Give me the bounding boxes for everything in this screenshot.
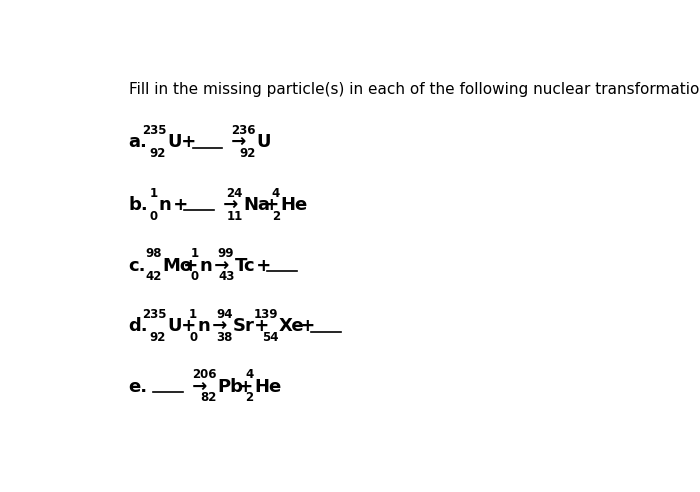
Text: n: n bbox=[198, 317, 211, 335]
Text: 0: 0 bbox=[191, 270, 199, 283]
Text: 92: 92 bbox=[239, 147, 255, 160]
Text: +: + bbox=[177, 256, 205, 275]
Text: 38: 38 bbox=[216, 331, 232, 344]
Text: 4: 4 bbox=[245, 369, 253, 381]
Text: n: n bbox=[158, 196, 172, 214]
Text: Fill in the missing particle(s) in each of the following nuclear transformations: Fill in the missing particle(s) in each … bbox=[129, 82, 700, 97]
Text: →: → bbox=[206, 317, 234, 335]
Text: U: U bbox=[167, 133, 181, 152]
Text: 92: 92 bbox=[150, 147, 166, 160]
Text: 98: 98 bbox=[146, 247, 162, 260]
Text: →: → bbox=[209, 256, 236, 275]
Text: 1: 1 bbox=[150, 186, 158, 199]
Text: 0: 0 bbox=[150, 210, 158, 222]
Text: Na: Na bbox=[244, 196, 271, 214]
Text: +: + bbox=[167, 196, 195, 214]
Text: Mo: Mo bbox=[162, 256, 192, 275]
Text: →: → bbox=[217, 196, 244, 214]
Text: Pb: Pb bbox=[217, 378, 243, 396]
Text: 1: 1 bbox=[191, 247, 199, 260]
Text: 235: 235 bbox=[141, 124, 166, 137]
Text: b.: b. bbox=[129, 196, 148, 214]
Text: 139: 139 bbox=[253, 308, 278, 321]
Text: d.: d. bbox=[129, 317, 148, 335]
Text: →: → bbox=[225, 133, 253, 152]
Text: U: U bbox=[167, 317, 181, 335]
Text: 24: 24 bbox=[227, 186, 243, 199]
Text: n: n bbox=[200, 256, 213, 275]
Text: +: + bbox=[294, 317, 321, 335]
Text: 99: 99 bbox=[218, 247, 234, 260]
Text: 235: 235 bbox=[141, 308, 166, 321]
Text: Tc: Tc bbox=[235, 256, 256, 275]
Text: +: + bbox=[250, 256, 277, 275]
Text: →: → bbox=[186, 378, 214, 396]
Text: +: + bbox=[232, 378, 259, 396]
Text: +: + bbox=[176, 133, 203, 152]
Text: U: U bbox=[256, 133, 271, 152]
Text: He: He bbox=[281, 196, 308, 214]
Text: 1: 1 bbox=[189, 308, 197, 321]
Text: 0: 0 bbox=[189, 331, 197, 344]
Text: c.: c. bbox=[129, 256, 146, 275]
Text: Xe: Xe bbox=[279, 317, 304, 335]
Text: 82: 82 bbox=[199, 391, 216, 404]
Text: 2: 2 bbox=[272, 210, 280, 222]
Text: 92: 92 bbox=[150, 331, 166, 344]
Text: 42: 42 bbox=[146, 270, 162, 283]
Text: Sr: Sr bbox=[233, 317, 255, 335]
Text: 54: 54 bbox=[262, 331, 278, 344]
Text: He: He bbox=[254, 378, 281, 396]
Text: 43: 43 bbox=[218, 270, 234, 283]
Text: 94: 94 bbox=[216, 308, 232, 321]
Text: 11: 11 bbox=[227, 210, 243, 222]
Text: 2: 2 bbox=[245, 391, 253, 404]
Text: +: + bbox=[248, 317, 275, 335]
Text: 4: 4 bbox=[272, 186, 280, 199]
Text: 206: 206 bbox=[192, 369, 216, 381]
Text: e.: e. bbox=[129, 378, 148, 396]
Text: a.: a. bbox=[129, 133, 148, 152]
Text: +: + bbox=[258, 196, 286, 214]
Text: 236: 236 bbox=[231, 124, 255, 137]
Text: +: + bbox=[176, 317, 203, 335]
